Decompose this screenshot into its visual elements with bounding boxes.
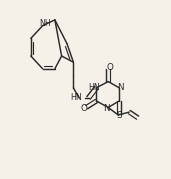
Text: HN: HN — [71, 93, 82, 102]
Text: N: N — [118, 83, 124, 92]
Text: NH: NH — [39, 19, 51, 28]
Text: O: O — [107, 63, 114, 72]
Text: HN: HN — [89, 83, 100, 92]
Text: S: S — [116, 111, 122, 120]
Text: O: O — [81, 104, 88, 113]
Text: N: N — [104, 104, 110, 113]
